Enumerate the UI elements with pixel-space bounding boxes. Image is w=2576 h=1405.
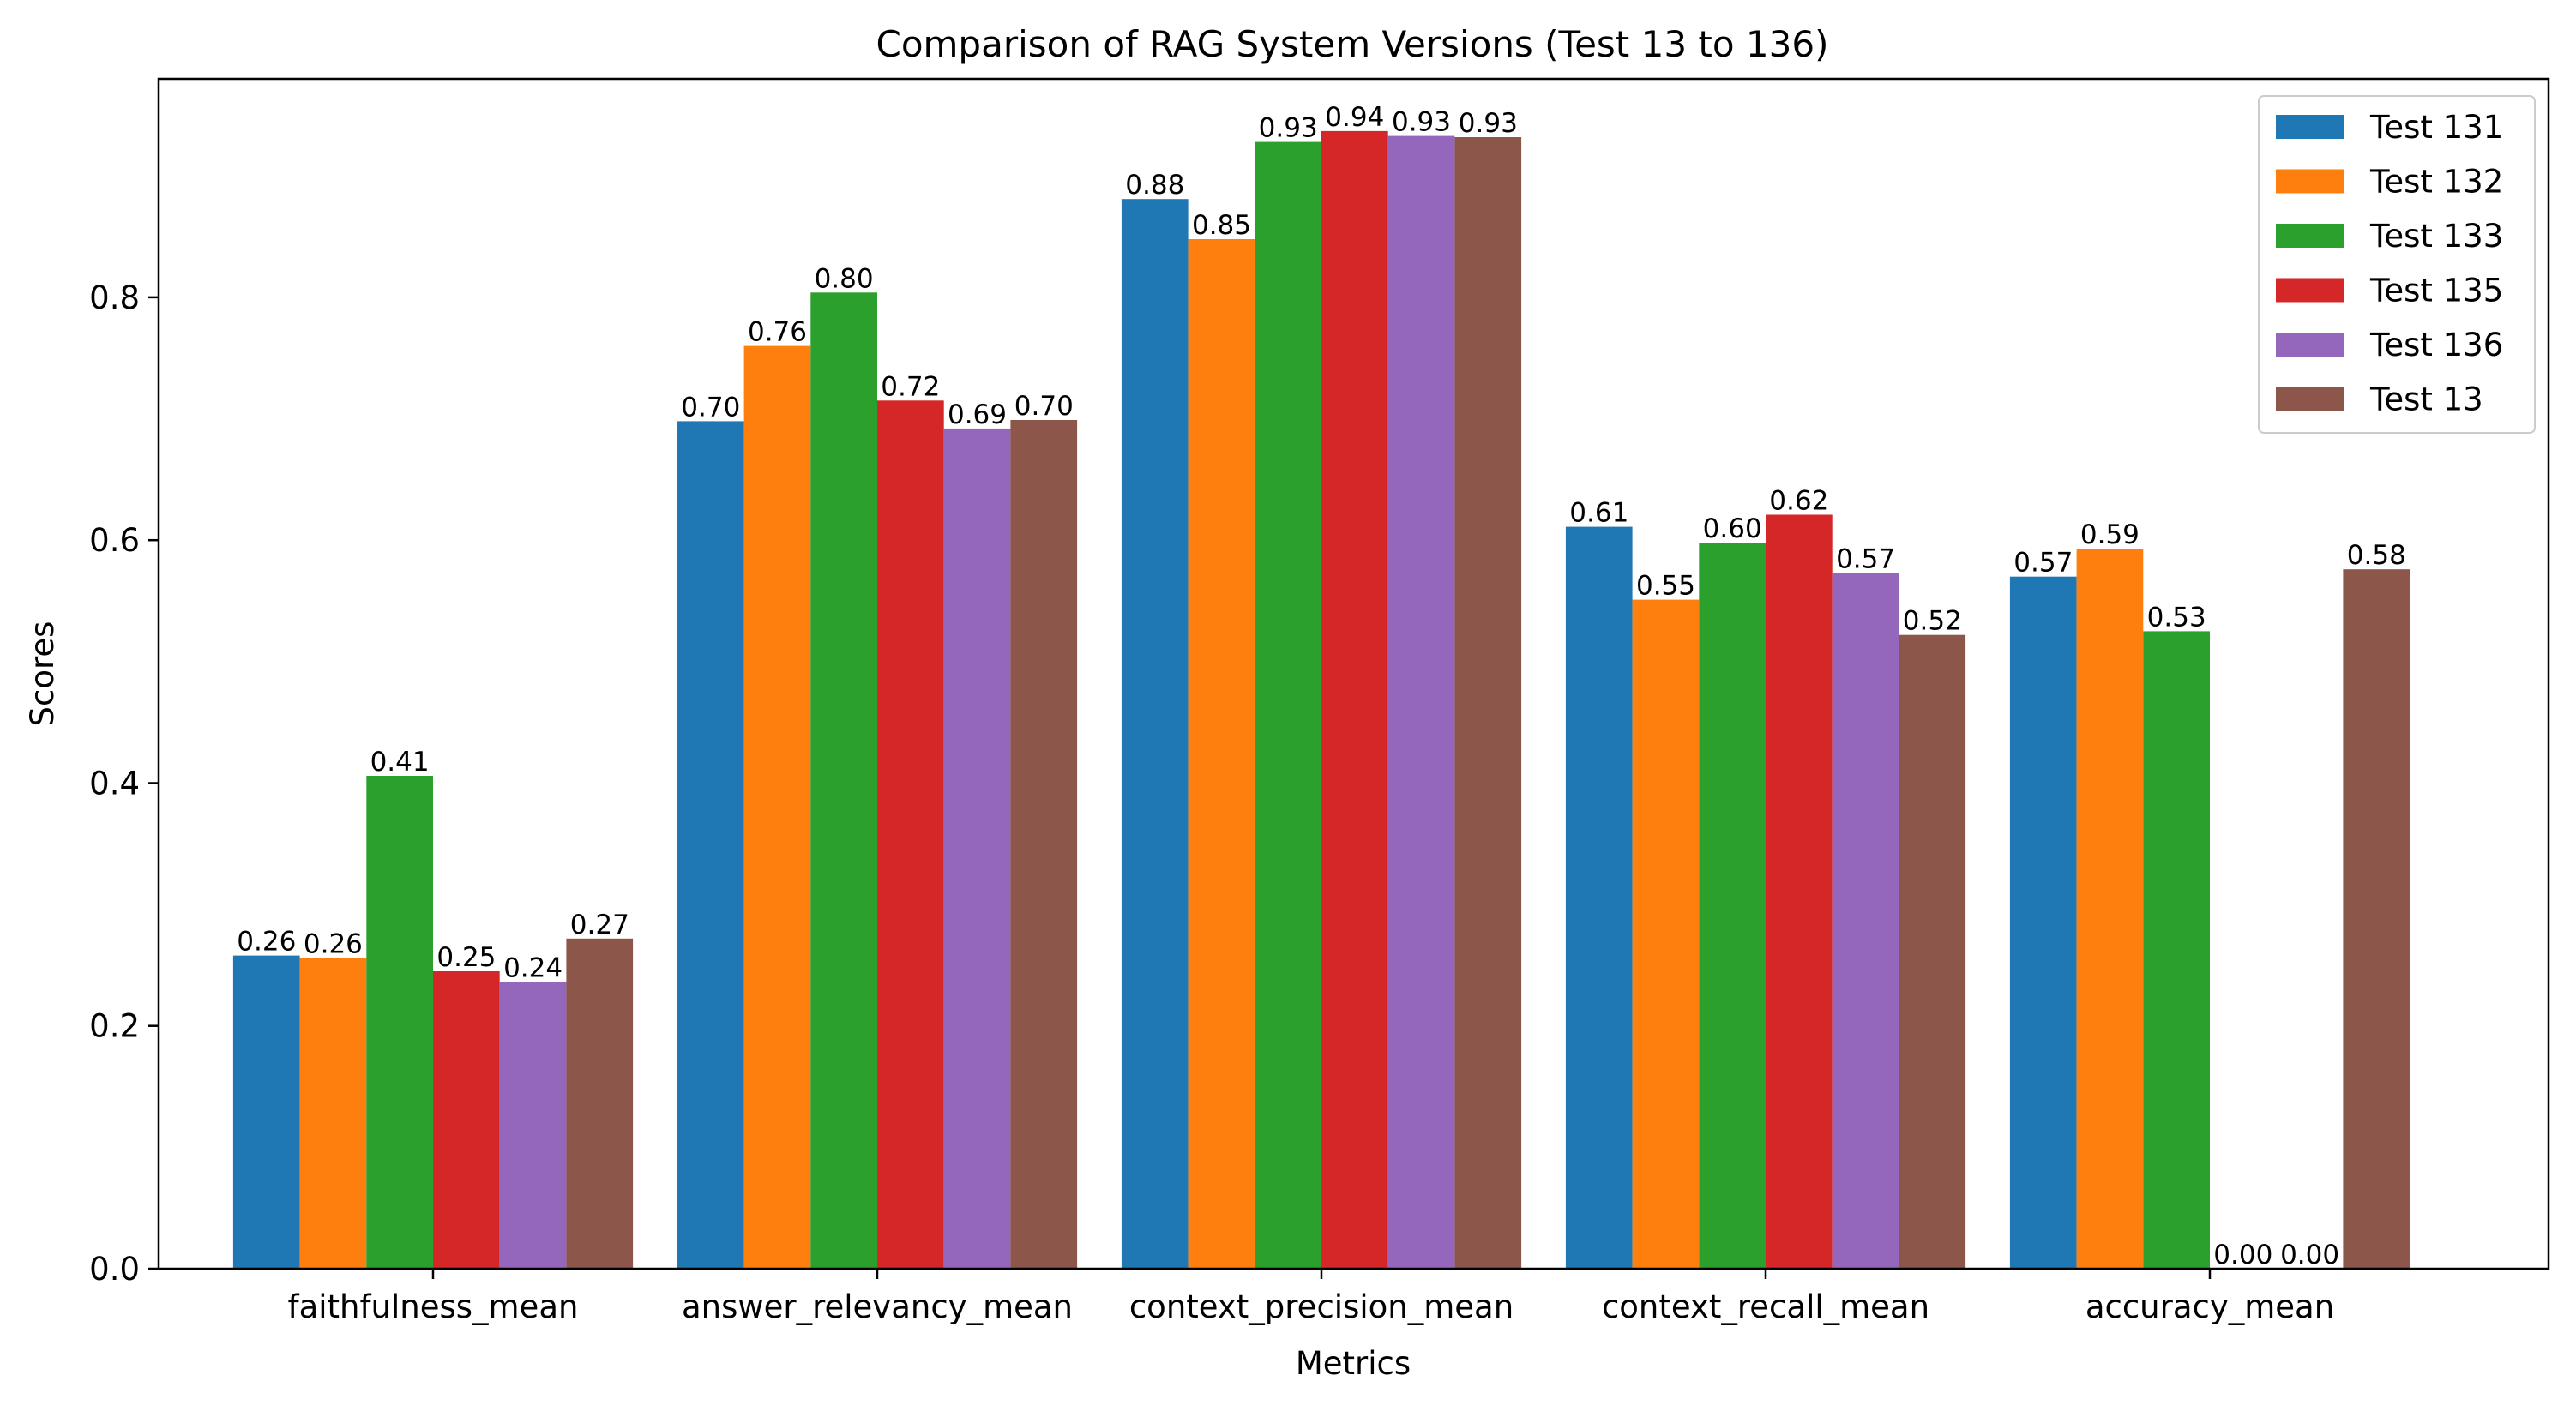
data-label: 0.88 — [1125, 170, 1184, 201]
y-axis: 0.0 0.2 0.4 0.6 0.8 — [89, 279, 159, 1288]
data-label: 0.57 — [2013, 548, 2073, 579]
x-axis-label: Metrics — [1296, 1345, 1411, 1382]
y-tick-label: 0.6 — [89, 522, 140, 559]
bar — [1832, 573, 1899, 1269]
bar — [299, 958, 367, 1269]
legend-swatch — [2276, 169, 2344, 194]
bar — [1699, 543, 1766, 1269]
y-tick-label: 0.8 — [89, 279, 140, 316]
bars-layer — [232, 130, 2410, 1270]
data-label: 0.69 — [948, 399, 1007, 430]
data-labels-layer: 0.26 0.26 0.41 0.25 0.240.27 0.70 0.76 0.80 0.72… — [237, 102, 2406, 1270]
bar — [1010, 420, 1078, 1269]
legend-entry-label: Test 136 — [2369, 327, 2503, 363]
bar — [677, 421, 744, 1269]
legend-swatch — [2276, 115, 2344, 139]
legend-swatch — [2276, 278, 2344, 303]
bar — [1565, 526, 1633, 1269]
data-label: 0.00 — [2280, 1240, 2339, 1270]
data-label: 0.85 — [1192, 210, 1251, 241]
bar — [1255, 141, 1321, 1270]
data-label: 0.60 — [1703, 513, 1762, 544]
data-label: 0.52 — [1903, 606, 1962, 637]
x-tick-label: context_recall_mean — [1602, 1288, 1929, 1325]
data-label: 0.55 — [1636, 571, 1695, 602]
legend-entry-label: Test 135 — [2369, 273, 2503, 309]
y-axis-label: Scores — [24, 621, 61, 727]
bar — [566, 938, 634, 1269]
plot-area-frame — [157, 77, 2550, 1270]
data-label: 0.27 — [570, 910, 629, 940]
bar — [2343, 569, 2410, 1269]
data-label: 0.93 — [1459, 108, 1518, 139]
x-tick-label: accuracy_mean — [2085, 1288, 2334, 1325]
legend-swatch — [2276, 333, 2344, 357]
x-tick-label: context_precision_mean — [1129, 1288, 1514, 1325]
x-tick-label: answer_relevancy_mean — [682, 1288, 1073, 1325]
bar — [943, 428, 1011, 1269]
bar — [232, 955, 300, 1269]
legend-entry-label: Test 13 — [2369, 381, 2483, 418]
bar — [499, 982, 567, 1269]
data-label: 0.00 — [2213, 1240, 2272, 1270]
data-label: 0.93 — [1259, 113, 1318, 144]
bar — [1321, 130, 1388, 1269]
bar — [366, 776, 433, 1269]
bar — [2076, 549, 2144, 1269]
data-label: 0.53 — [2147, 602, 2206, 633]
legend-entry-label: Test 131 — [2369, 109, 2503, 146]
data-label: 0.59 — [2080, 519, 2140, 550]
data-label: 0.24 — [503, 953, 563, 984]
bar — [2143, 631, 2210, 1269]
data-label: 0.72 — [881, 371, 940, 402]
legend-swatch — [2276, 224, 2344, 248]
y-tick-label: 0.2 — [89, 1008, 140, 1045]
chart-title: Comparison of RAG System Versions (Test … — [876, 23, 1829, 65]
legend-entry-label: Test 133 — [2369, 218, 2503, 255]
data-label: 0.62 — [1769, 486, 1828, 517]
data-label: 0.61 — [1569, 498, 1628, 529]
data-label: 0.26 — [304, 928, 363, 959]
bar — [1387, 135, 1455, 1270]
x-axis: faithfulness_mean answer_relevancy_mean co… — [288, 1269, 2334, 1325]
data-label: 0.58 — [2347, 540, 2406, 571]
bar — [1188, 239, 1255, 1269]
data-label: 0.70 — [1014, 391, 1074, 422]
bar — [1766, 514, 1833, 1269]
bar — [1454, 137, 1522, 1269]
data-label: 0.25 — [436, 942, 496, 973]
legend-swatch — [2276, 387, 2344, 411]
legend-entry-label: Test 132 — [2369, 164, 2503, 201]
data-label: 0.57 — [1836, 543, 1895, 574]
legend: Test 131 Test 132 Test 133 Test 135 Test 136… — [2258, 95, 2536, 434]
data-label: 0.41 — [370, 747, 430, 778]
bar — [1632, 599, 1700, 1269]
data-label: 0.94 — [1325, 102, 1384, 133]
bar — [2009, 576, 2077, 1269]
bar — [1121, 199, 1189, 1270]
data-label: 0.26 — [237, 927, 296, 958]
data-label: 0.76 — [748, 317, 807, 348]
y-tick-label: 0.0 — [89, 1251, 140, 1288]
bar — [1899, 634, 1966, 1269]
y-tick-label: 0.4 — [89, 766, 140, 802]
bar — [433, 971, 500, 1269]
data-label: 0.80 — [815, 263, 874, 294]
bar — [810, 292, 877, 1269]
x-tick-label: faithfulness_mean — [288, 1288, 579, 1325]
bar — [743, 345, 811, 1270]
data-label: 0.93 — [1392, 107, 1451, 138]
data-label: 0.70 — [681, 392, 740, 423]
bar — [877, 400, 944, 1269]
